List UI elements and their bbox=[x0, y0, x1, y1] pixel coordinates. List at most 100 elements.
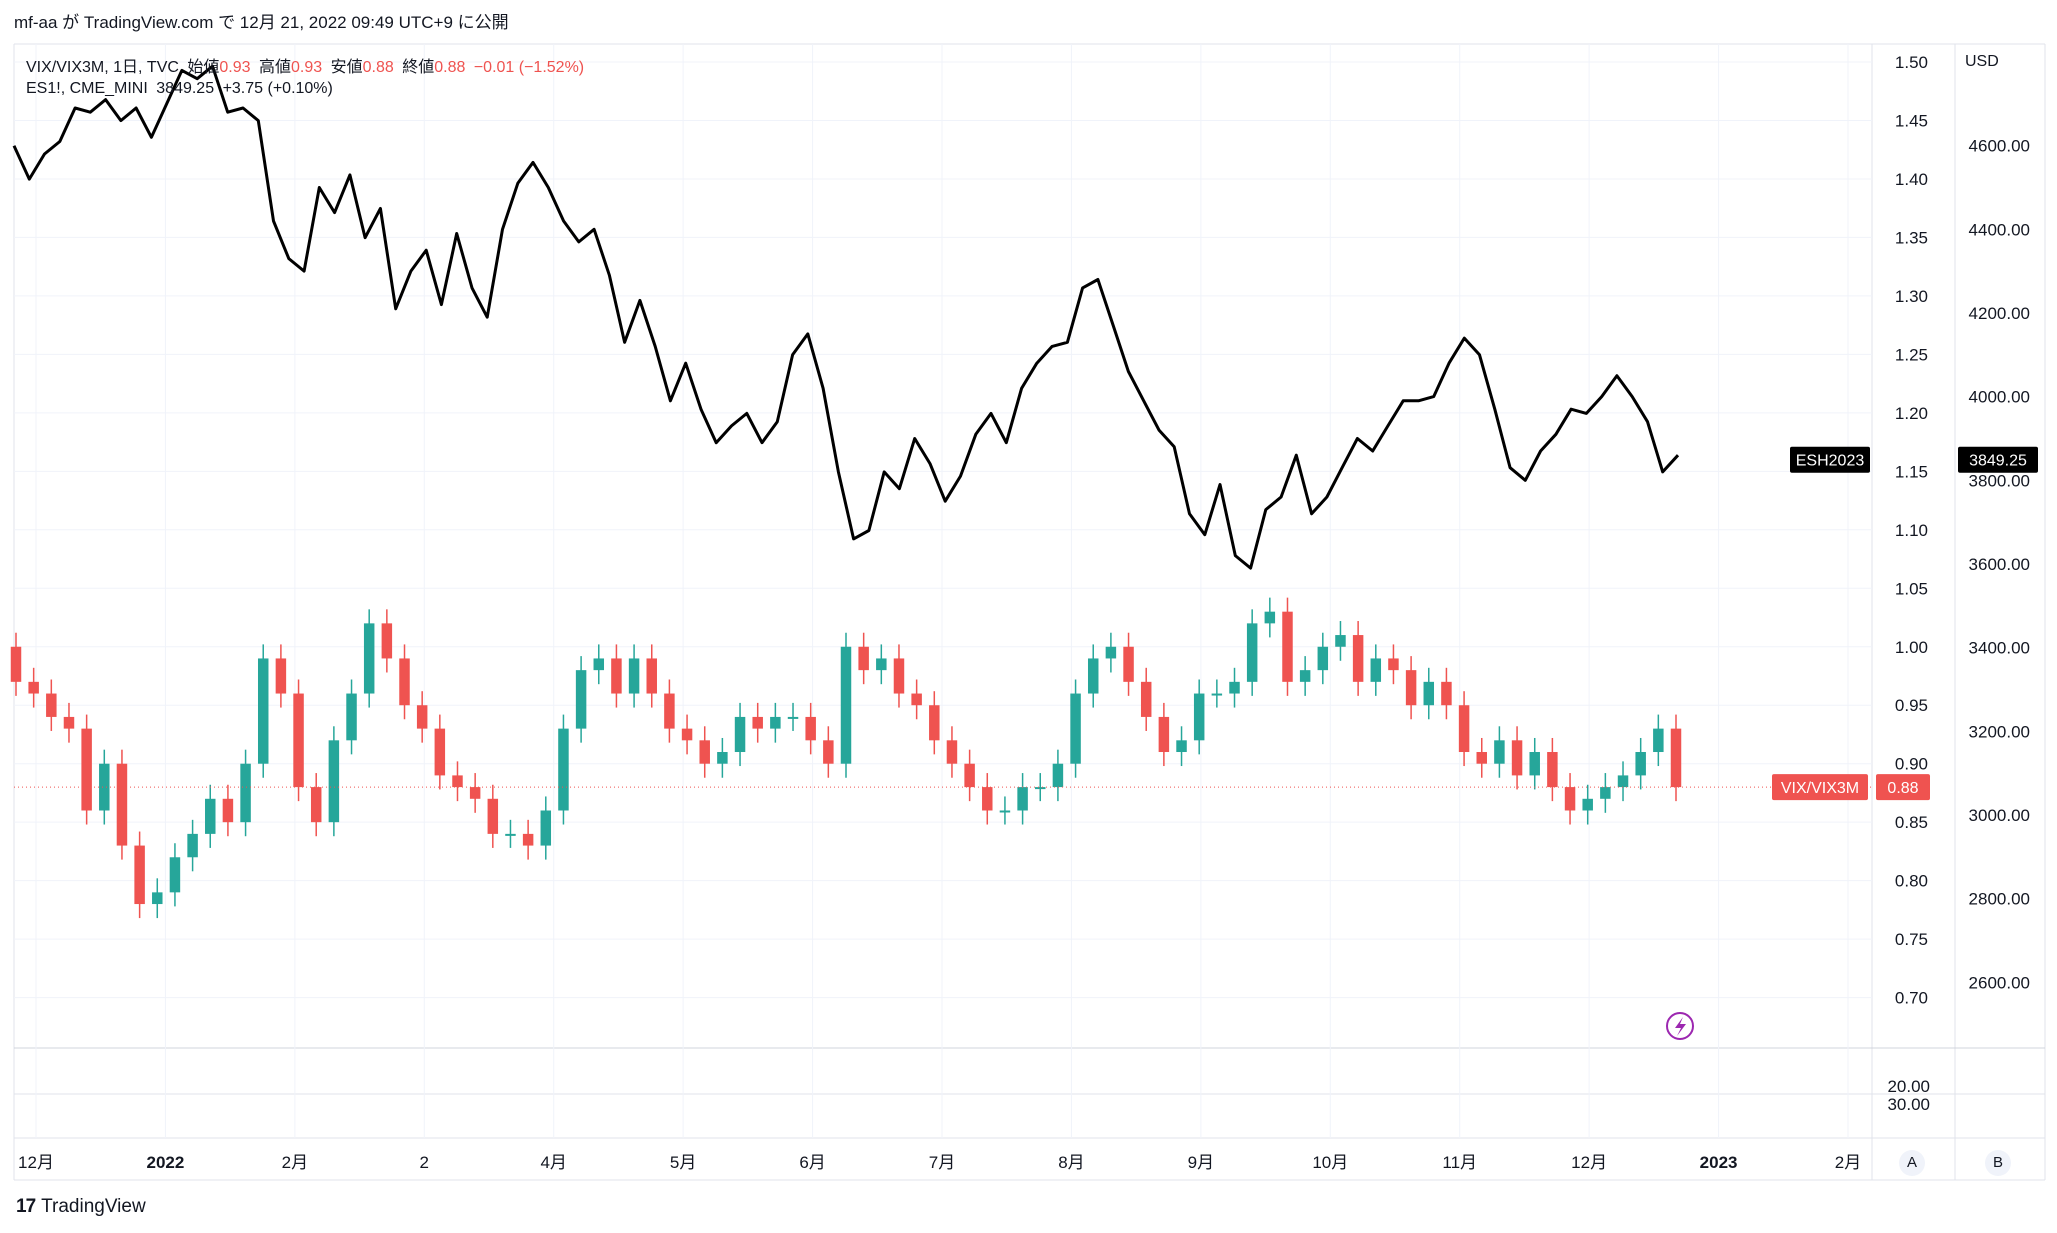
legend-overlay-symbol[interactable]: ES1!, CME_MINI bbox=[26, 80, 148, 97]
candle-body bbox=[1547, 752, 1558, 788]
candle-body bbox=[540, 810, 552, 846]
candle-body bbox=[1352, 635, 1364, 682]
candle-body bbox=[1476, 752, 1487, 764]
candle-body bbox=[982, 787, 993, 811]
candle-body bbox=[840, 646, 852, 764]
candle-body bbox=[363, 623, 375, 694]
publish-header: mf-aa が TradingView.com で 12月 21, 2022 0… bbox=[14, 13, 509, 32]
candle-body bbox=[558, 728, 569, 811]
lightning-icon[interactable] bbox=[1666, 1012, 1694, 1040]
lower-pane-tick: 30.00 bbox=[1887, 1095, 1930, 1114]
candle-body bbox=[205, 798, 216, 834]
time-tick-label: 4月 bbox=[540, 1153, 566, 1172]
candle-body bbox=[593, 658, 605, 671]
legend-symbol[interactable]: VIX/VIX3M, 1日, TVC bbox=[26, 59, 179, 76]
right-tick-label: 3400.00 bbox=[1969, 639, 2030, 658]
left-tick-label: 1.50 bbox=[1895, 53, 1928, 72]
candle-body bbox=[1635, 752, 1646, 776]
candle-body bbox=[893, 658, 905, 694]
time-axis[interactable]: 12月 2022 2月 2 4月 5月 6月 7月 8月 9月 10月 11月 12月 2023 2月 bbox=[18, 1153, 1861, 1172]
candle-body bbox=[1105, 646, 1117, 659]
auto-scale-button[interactable]: A bbox=[1899, 1150, 1925, 1176]
right-tick-label: 3600.00 bbox=[1969, 555, 2030, 574]
candle-body bbox=[1176, 740, 1187, 753]
candle-body bbox=[1052, 763, 1064, 788]
time-tick-label: 7月 bbox=[929, 1153, 955, 1172]
candle-body bbox=[28, 681, 39, 694]
candle-body bbox=[487, 798, 499, 834]
candle-body bbox=[628, 658, 640, 694]
candle-body bbox=[187, 833, 198, 858]
time-tick-label: 9月 bbox=[1188, 1153, 1214, 1172]
scale-b-button[interactable]: B bbox=[1985, 1150, 2011, 1176]
legend-main[interactable]: VIX/VIX3M, 1日, TVC 始値0.93 高値0.93 安値0.88 … bbox=[26, 53, 588, 77]
candle-body bbox=[1405, 670, 1417, 706]
candle-body bbox=[999, 810, 1011, 813]
candle-body bbox=[10, 646, 22, 682]
candle-body bbox=[469, 787, 481, 799]
candle-body bbox=[1388, 658, 1399, 671]
candle-body bbox=[964, 763, 975, 788]
candle-body bbox=[681, 728, 693, 741]
candle-body bbox=[81, 728, 92, 811]
candle-body bbox=[452, 775, 463, 788]
candle-body bbox=[1087, 658, 1099, 694]
candle-body bbox=[328, 740, 340, 823]
vix-value-text: 0.88 bbox=[1887, 780, 1918, 797]
vix-label-badge bbox=[1772, 774, 1868, 801]
candle-body bbox=[1564, 787, 1576, 811]
left-tick-label: 1.20 bbox=[1895, 404, 1928, 423]
left-tick-label: 1.05 bbox=[1895, 579, 1928, 598]
time-tick-label: 6月 bbox=[799, 1153, 825, 1172]
candle-body bbox=[257, 658, 269, 764]
legend-change: −0.01 (−1.52%) bbox=[473, 59, 585, 76]
right-tick-label: 4400.00 bbox=[1969, 220, 2030, 239]
legend-high-label: 高値 bbox=[259, 59, 292, 76]
candle-body bbox=[222, 798, 234, 823]
price-axes[interactable]: 1.50 1.45 1.40 1.35 1.30 1.25 1.20 1.15 1.10 1.05… bbox=[1887, 53, 2030, 1114]
candlestick-series[interactable] bbox=[10, 597, 1682, 919]
candle-body bbox=[1017, 787, 1028, 811]
candle-body bbox=[805, 716, 816, 741]
misc-layer bbox=[1666, 1012, 1694, 1040]
candle-body bbox=[63, 716, 75, 729]
candle-body bbox=[1246, 623, 1258, 682]
legend-low-label: 安値 bbox=[330, 59, 363, 76]
time-tick-label: 5月 bbox=[670, 1153, 696, 1172]
es-value-text: 3849.25 bbox=[1969, 453, 2027, 470]
legend-overlay[interactable]: ES1!, CME_MINI 3849.25 +3.75 (+0.10%) bbox=[26, 80, 337, 98]
candle-body bbox=[575, 670, 587, 729]
time-tick-label: 2 bbox=[420, 1153, 429, 1172]
candle-body bbox=[1193, 693, 1205, 741]
candle-body bbox=[1494, 740, 1505, 764]
left-tick-label: 1.00 bbox=[1895, 638, 1928, 657]
candle-body bbox=[734, 716, 746, 753]
time-tick-label: 2月 bbox=[282, 1153, 308, 1172]
candle-body bbox=[399, 658, 410, 706]
chart-pane[interactable] bbox=[13, 43, 2046, 1181]
tradingview-brand: TradingView bbox=[41, 1196, 146, 1217]
left-tick-label: 0.85 bbox=[1895, 813, 1928, 832]
es-label-text: ESH2023 bbox=[1796, 453, 1865, 470]
candle-body bbox=[1653, 728, 1664, 753]
candle-body bbox=[699, 740, 710, 764]
time-tick-label: 8月 bbox=[1058, 1153, 1084, 1172]
right-tick-label: 2800.00 bbox=[1969, 890, 2030, 909]
candle-body bbox=[1158, 716, 1170, 753]
es1-line-series[interactable] bbox=[12, 64, 1680, 570]
right-tick-label: 3200.00 bbox=[1969, 722, 2030, 741]
legend-close-value: 0.88 bbox=[434, 59, 466, 76]
candle-body bbox=[1335, 635, 1346, 647]
tradingview-footer[interactable]: 17 TradingView bbox=[16, 1196, 146, 1218]
right-tick-label: 3000.00 bbox=[1969, 806, 2030, 825]
candle-body bbox=[1123, 646, 1134, 682]
right-axis-unit: USD bbox=[1965, 53, 1999, 70]
candle-body bbox=[858, 646, 869, 671]
candle-body bbox=[1317, 646, 1329, 671]
candle-body bbox=[1070, 693, 1081, 764]
es1-line bbox=[12, 64, 1680, 570]
candle-body bbox=[505, 833, 516, 836]
candle-body bbox=[434, 728, 446, 776]
left-tick-label: 0.95 bbox=[1895, 696, 1928, 715]
